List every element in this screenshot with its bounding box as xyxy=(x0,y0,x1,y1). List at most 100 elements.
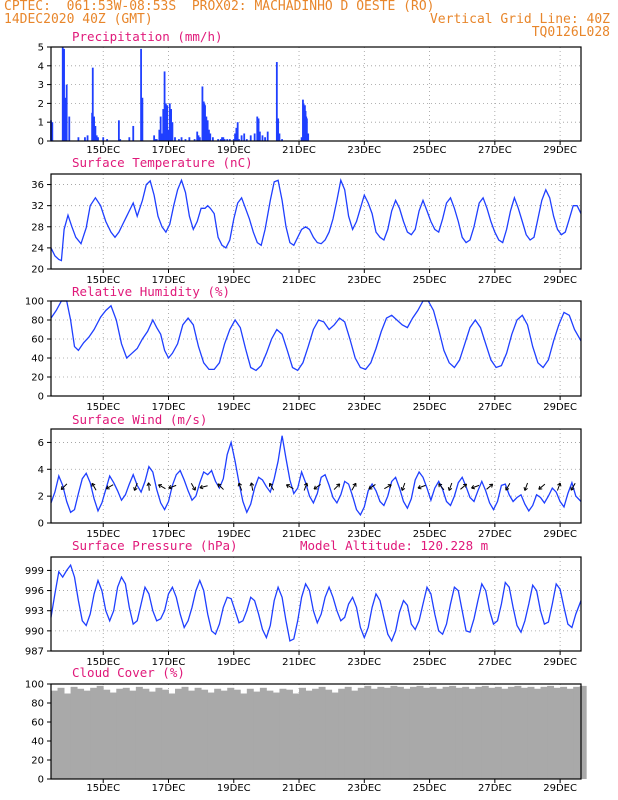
cloud-bar xyxy=(103,689,111,779)
temp-ytick-label: 28 xyxy=(31,222,44,233)
precip-bar xyxy=(178,139,180,141)
wind-arrow-head xyxy=(352,482,357,487)
precip-bar xyxy=(253,133,256,141)
cloud-bar xyxy=(396,686,404,779)
wind-arrow-head xyxy=(268,482,273,487)
pressure-line xyxy=(50,563,582,643)
cloud-xtick-label: 29DEC xyxy=(543,783,577,794)
cloud-bar xyxy=(129,690,137,779)
wind-xtick-label: 23DEC xyxy=(347,529,381,540)
precip-bar xyxy=(158,129,161,141)
cloud-bar xyxy=(436,688,444,779)
cloud-bar xyxy=(579,685,587,779)
wind-arrow-head xyxy=(400,486,406,491)
temp-ytick-label: 36 xyxy=(31,180,44,191)
precip-bar xyxy=(163,71,166,141)
cloud-xtick-label: 15DEC xyxy=(86,783,120,794)
cloud-bar xyxy=(338,688,346,779)
precip-frame xyxy=(50,46,582,142)
cloud-bar xyxy=(233,689,241,779)
cloud-bar xyxy=(449,685,457,779)
rh-frame xyxy=(50,300,582,397)
wind-arrow-shaft xyxy=(438,483,445,491)
precip-xtick-label: 21DEC xyxy=(282,145,316,156)
pressure-ytick-label: 999 xyxy=(25,566,44,577)
precip-bar xyxy=(159,116,162,141)
rh-title: Relative Humidity (%) xyxy=(72,284,230,299)
cloud-bar xyxy=(253,691,261,779)
precip-bar xyxy=(155,139,158,141)
precip-xtick-label: 23DEC xyxy=(347,145,381,156)
cloud-bar xyxy=(161,689,169,779)
cloud-bar xyxy=(390,685,398,779)
cloud-bar xyxy=(142,688,150,779)
precip-xtick-label: 19DEC xyxy=(217,145,251,156)
rh-ytick-label: 40 xyxy=(31,354,44,365)
cloud-bar xyxy=(285,689,293,779)
cloud-bar xyxy=(383,687,391,779)
precip-bar xyxy=(236,122,239,141)
wind-arrow-shaft xyxy=(524,482,529,491)
precip-bar xyxy=(235,127,238,141)
precip-ytick-label: 2 xyxy=(38,99,44,110)
pressure-xtick-label: 17DEC xyxy=(152,657,186,668)
rh-line xyxy=(50,300,582,372)
wind-arrow-shaft xyxy=(556,482,561,491)
pressure-annotation: Model Altitude: 120.228 m xyxy=(300,538,488,553)
precip-bar xyxy=(278,133,281,141)
wind-title: Surface Wind (m/s) xyxy=(72,412,207,427)
precip-bar xyxy=(97,137,99,141)
cloud-ytick-label: 0 xyxy=(38,775,44,786)
precip-bar xyxy=(170,109,172,141)
precip-bar xyxy=(154,139,157,141)
cloud-bar xyxy=(299,687,306,779)
cloud-title: Cloud Cover (%) xyxy=(72,665,185,680)
cloud-bar xyxy=(201,689,209,779)
precip-bar xyxy=(258,131,261,141)
wind-arrow-head xyxy=(60,486,65,491)
wind-arrow-head xyxy=(249,482,255,487)
cloud-ytick-label: 60 xyxy=(31,718,44,729)
wind-arrow-head xyxy=(368,485,373,490)
rh-xtick-label: 19DEC xyxy=(217,402,251,413)
precip-bar xyxy=(140,48,142,141)
precip-xtick-label: 27DEC xyxy=(478,145,512,156)
precip-bar xyxy=(204,105,206,141)
precip-bar xyxy=(257,118,260,141)
wind-xtick-label: 29DEC xyxy=(543,529,577,540)
temp-xtick-label: 23DEC xyxy=(347,275,381,286)
header-station-line: CPTEC: 061:53W-08:53S PROX02: MACHADINHO… xyxy=(4,0,435,14)
cloud-ytick-label: 20 xyxy=(31,756,44,767)
wind-ytick-label: 2 xyxy=(38,492,44,503)
temp-line xyxy=(50,178,582,262)
cloud-bar xyxy=(344,686,352,779)
precip-bar xyxy=(232,139,235,141)
wind-arrow-shaft xyxy=(199,485,208,489)
wind-ytick-label: 0 xyxy=(38,519,44,530)
precip-bar xyxy=(261,135,264,141)
wind-arrow-shaft xyxy=(158,484,166,490)
cloud-bar xyxy=(566,688,574,779)
cloud-bar xyxy=(527,686,535,779)
precip-bar xyxy=(84,137,86,141)
precip-bar xyxy=(266,131,269,141)
cloud-bar xyxy=(351,690,359,779)
precip-bar xyxy=(106,139,109,141)
rh-ytick-label: 0 xyxy=(38,392,44,403)
wind-arrow-head xyxy=(303,482,309,487)
cloud-bar xyxy=(279,688,287,779)
temp-ytick-label: 32 xyxy=(31,201,44,212)
wind-xtick-label: 27DEC xyxy=(478,529,512,540)
wind-xtick-label: 19DEC xyxy=(217,529,251,540)
cloud-bar xyxy=(168,693,176,779)
cloud-bar xyxy=(462,686,470,779)
wind-arrow-shaft xyxy=(217,483,224,490)
wind-arrow-shaft xyxy=(286,484,294,490)
rh-xtick-label: 17DEC xyxy=(152,402,186,413)
precip-bar xyxy=(68,116,71,141)
cloud-bar xyxy=(423,687,431,779)
wind-arrow-head xyxy=(438,483,443,488)
precip-bar xyxy=(228,139,231,141)
rh-xtick-label: 27DEC xyxy=(478,402,512,413)
cloud-bar xyxy=(409,686,417,779)
